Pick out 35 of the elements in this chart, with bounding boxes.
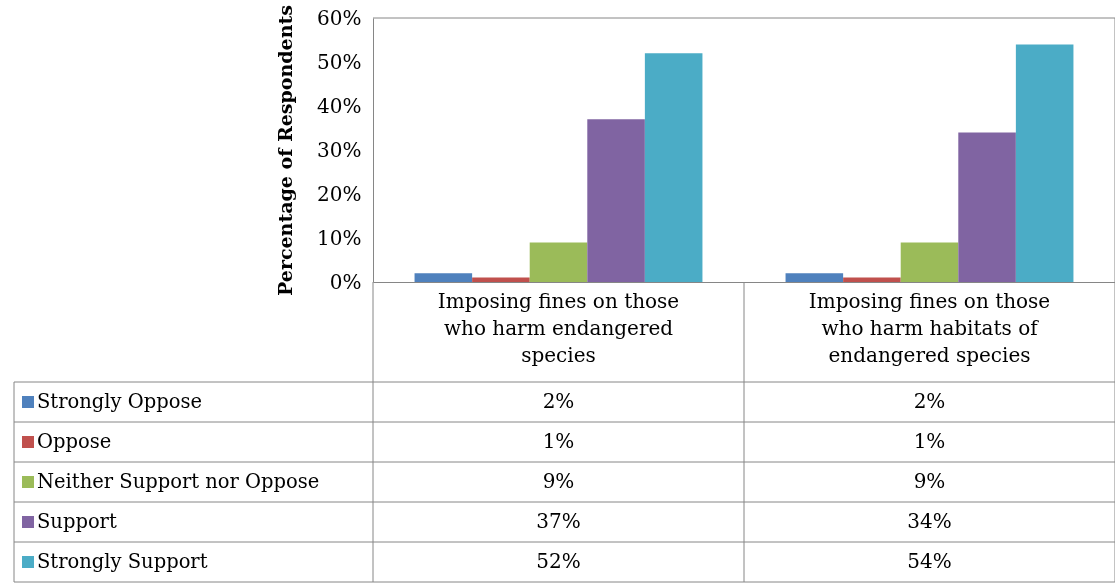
bar (529, 242, 588, 282)
bar (843, 277, 901, 282)
bar (958, 132, 1016, 282)
x-tick-label: Imposing fines on those who harm habitats of endangered species (808, 289, 1051, 367)
data-label: 1% (542, 429, 575, 453)
y-tick-label: 10% (317, 225, 362, 250)
y-tick-label: 40% (317, 93, 362, 118)
data-label: 52% (536, 549, 581, 573)
bar (900, 242, 959, 282)
y-tick-label: 60% (317, 5, 362, 30)
y-tick-label: 20% (317, 181, 362, 206)
data-label: 9% (913, 469, 946, 493)
legend-label: Strongly Oppose (37, 390, 202, 413)
bar (414, 273, 473, 282)
data-label: 37% (536, 509, 581, 533)
legend-label: Oppose (37, 430, 112, 453)
y-tick-label: 50% (317, 49, 362, 74)
bar (587, 119, 645, 282)
bar (644, 53, 703, 282)
y-axis-title: Percentage of Respondents (273, 5, 296, 296)
legend-label: Support (37, 510, 117, 533)
bar (1015, 44, 1074, 282)
data-label: 54% (907, 549, 952, 573)
legend-label: Strongly Support (37, 550, 208, 573)
data-label: 1% (913, 429, 946, 453)
data-label: 34% (907, 509, 952, 533)
data-label: 9% (542, 469, 575, 493)
bar (472, 277, 530, 282)
data-label: 2% (542, 389, 575, 413)
bar (785, 273, 844, 282)
y-tick-label: 30% (317, 137, 362, 162)
data-label: 2% (913, 389, 946, 413)
x-tick-label: Imposing fines on those who harm endangered species (437, 289, 680, 367)
legend-label: Neither Support nor Oppose (37, 470, 320, 493)
y-tick-label: 0% (329, 269, 362, 294)
